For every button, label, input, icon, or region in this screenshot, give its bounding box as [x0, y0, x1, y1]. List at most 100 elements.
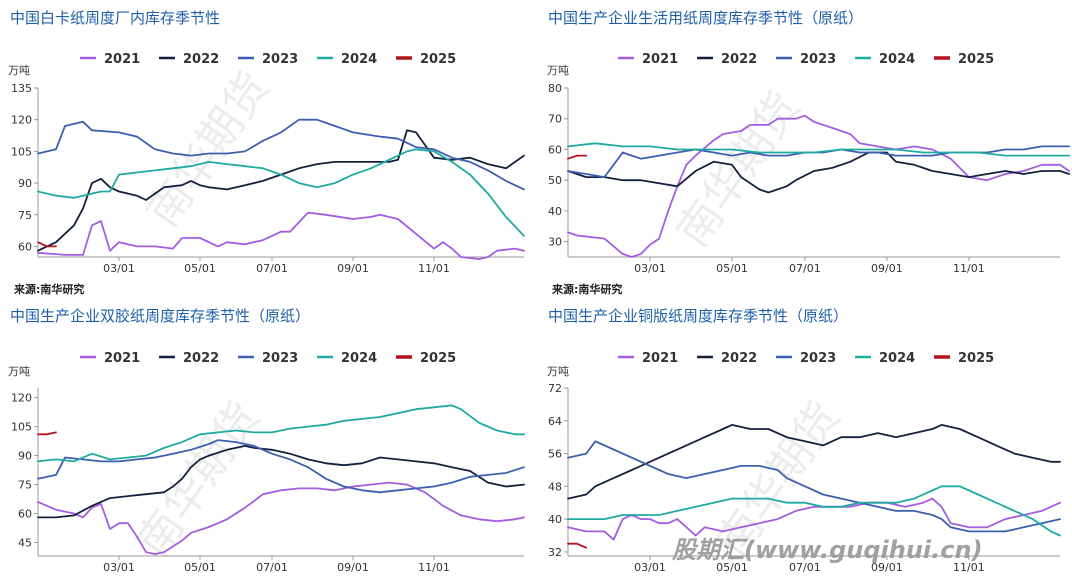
legend-label: 2025	[420, 52, 456, 67]
y-tick-label: 60	[18, 508, 32, 521]
legend-label: 2022	[183, 52, 219, 67]
x-tick-label: 11/01	[953, 262, 985, 275]
x-tick-label: 11/01	[418, 561, 450, 574]
legend-label: 2024	[879, 52, 915, 67]
y-tick-label: 90	[18, 450, 32, 463]
legend-label: 2021	[642, 52, 678, 67]
plot-area: 72 64 56 48 40 32 03/01 05/01 07/01 09/01 11/01 202…	[548, 351, 1061, 574]
series-line-2022	[37, 129, 525, 252]
series-line-2025	[567, 542, 588, 549]
x-tick-label: 03/01	[634, 561, 666, 574]
panel-whiteboard: 中国白卡纸周度厂内库存季节性 万吨 来源:南华研究	[8, 9, 220, 296]
x-tick-label: 11/01	[953, 561, 985, 574]
y-tick-label: 32	[548, 546, 562, 559]
x-tick-label: 05/01	[716, 262, 748, 275]
plot-area: 120 105 90 75 60 45 03/01 05/01 07/01 09/01 11/01 2…	[11, 351, 525, 574]
x-tick-label: 07/01	[256, 262, 288, 275]
legend-label: 2022	[721, 351, 757, 366]
panel-title: 中国生产企业铜版纸周度库存季节性（原纸）	[548, 307, 848, 325]
panel-tissue: 中国生产企业生活用纸周度库存季节性（原纸） 万吨 来源:南华研究	[547, 9, 863, 296]
series-line-2022	[37, 445, 525, 519]
x-tick-label: 03/01	[634, 262, 666, 275]
y-tick-label: 72	[548, 382, 562, 395]
y-tick-label: 64	[548, 415, 562, 428]
unit-label: 万吨	[8, 64, 30, 77]
y-tick-label: 40	[548, 513, 562, 526]
series-line-2021	[37, 211, 525, 260]
series-line-2022	[567, 424, 1061, 500]
series-line-2024	[37, 404, 525, 463]
y-tick-label: 135	[11, 82, 32, 95]
legend-label: 2023	[800, 52, 836, 67]
x-tick-label: 03/01	[103, 561, 135, 574]
x-tick-label: 09/01	[871, 262, 903, 275]
y-tick-label: 30	[548, 236, 562, 249]
legend-label: 2024	[341, 52, 377, 67]
y-tick-label: 120	[11, 114, 32, 127]
series-line-2021	[567, 114, 1070, 258]
watermark-text: 南华期货	[667, 83, 810, 256]
x-tick-label: 09/01	[337, 262, 369, 275]
unit-label: 万吨	[547, 365, 569, 378]
series-line-2025	[567, 154, 588, 160]
series-line-2024	[37, 148, 525, 237]
series-line-2021	[567, 497, 1061, 541]
x-tick-label: 05/01	[716, 561, 748, 574]
series-line-2023	[567, 440, 1061, 533]
y-tick-label: 48	[548, 480, 562, 493]
y-tick-label: 60	[548, 143, 562, 156]
series-line-2025	[37, 431, 57, 436]
series-line-2023	[37, 439, 525, 494]
panel-title: 中国白卡纸周度厂内库存季节性	[10, 9, 220, 27]
legend-label: 2024	[341, 351, 377, 366]
legend-label: 2023	[800, 351, 836, 366]
legend-label: 2025	[958, 52, 994, 67]
plot-area: 80 70 60 50 40 30 03/01 05/01 07/01 09/01 11/01 202…	[548, 52, 1070, 275]
x-tick-label: 03/01	[103, 262, 135, 275]
x-tick-label: 07/01	[789, 561, 821, 574]
x-tick-label: 05/01	[184, 262, 216, 275]
watermark-text: 南华期货	[127, 393, 270, 566]
source-label: 来源:南华研究	[13, 282, 84, 296]
legend-label: 2021	[104, 351, 140, 366]
series-line-2024	[567, 142, 1070, 157]
y-tick-label: 80	[548, 82, 562, 95]
legend-label: 2021	[104, 52, 140, 67]
source-label: 来源:南华研究	[551, 282, 622, 296]
plot-area: 135 120 105 90 75 60 03/01 05/01 07/01 09/01 11/01…	[11, 52, 525, 275]
legend-label: 2022	[721, 52, 757, 67]
legend-label: 2023	[262, 351, 298, 366]
y-tick-label: 60	[18, 240, 32, 253]
x-tick-label: 05/01	[184, 561, 216, 574]
y-tick-label: 45	[18, 536, 32, 549]
y-tick-label: 105	[11, 145, 32, 158]
y-tick-label: 50	[548, 174, 562, 187]
legend-label: 2025	[420, 351, 456, 366]
series-line-2023	[37, 118, 525, 191]
series-line-2025	[37, 241, 57, 248]
legend-label: 2022	[183, 351, 219, 366]
legend-label: 2023	[262, 52, 298, 67]
legend-label: 2021	[642, 351, 678, 366]
y-tick-label: 75	[18, 479, 32, 492]
y-tick-label: 75	[18, 209, 32, 222]
y-tick-label: 105	[11, 421, 32, 434]
y-tick-label: 120	[11, 392, 32, 405]
x-tick-label: 09/01	[337, 561, 369, 574]
series-line-2022	[567, 151, 1070, 194]
y-tick-label: 90	[18, 177, 32, 190]
unit-label: 万吨	[8, 365, 30, 378]
series-line-2024	[567, 485, 1061, 537]
series-line-2021	[37, 481, 525, 555]
y-tick-label: 56	[548, 448, 562, 461]
panel-offset: 中国生产企业双胶纸周度库存季节性（原纸） 万吨	[8, 307, 310, 378]
y-tick-label: 40	[548, 205, 562, 218]
legend-label: 2024	[879, 351, 915, 366]
site-watermark: 股期汇(www.guqihui.cn)	[671, 536, 983, 564]
panel-title: 中国生产企业双胶纸周度库存季节性（原纸）	[10, 307, 310, 325]
panel-coated: 中国生产企业铜版纸周度库存季节性（原纸） 万吨	[547, 307, 848, 378]
x-tick-label: 07/01	[789, 262, 821, 275]
x-tick-label: 11/01	[418, 262, 450, 275]
x-tick-label: 09/01	[871, 561, 903, 574]
